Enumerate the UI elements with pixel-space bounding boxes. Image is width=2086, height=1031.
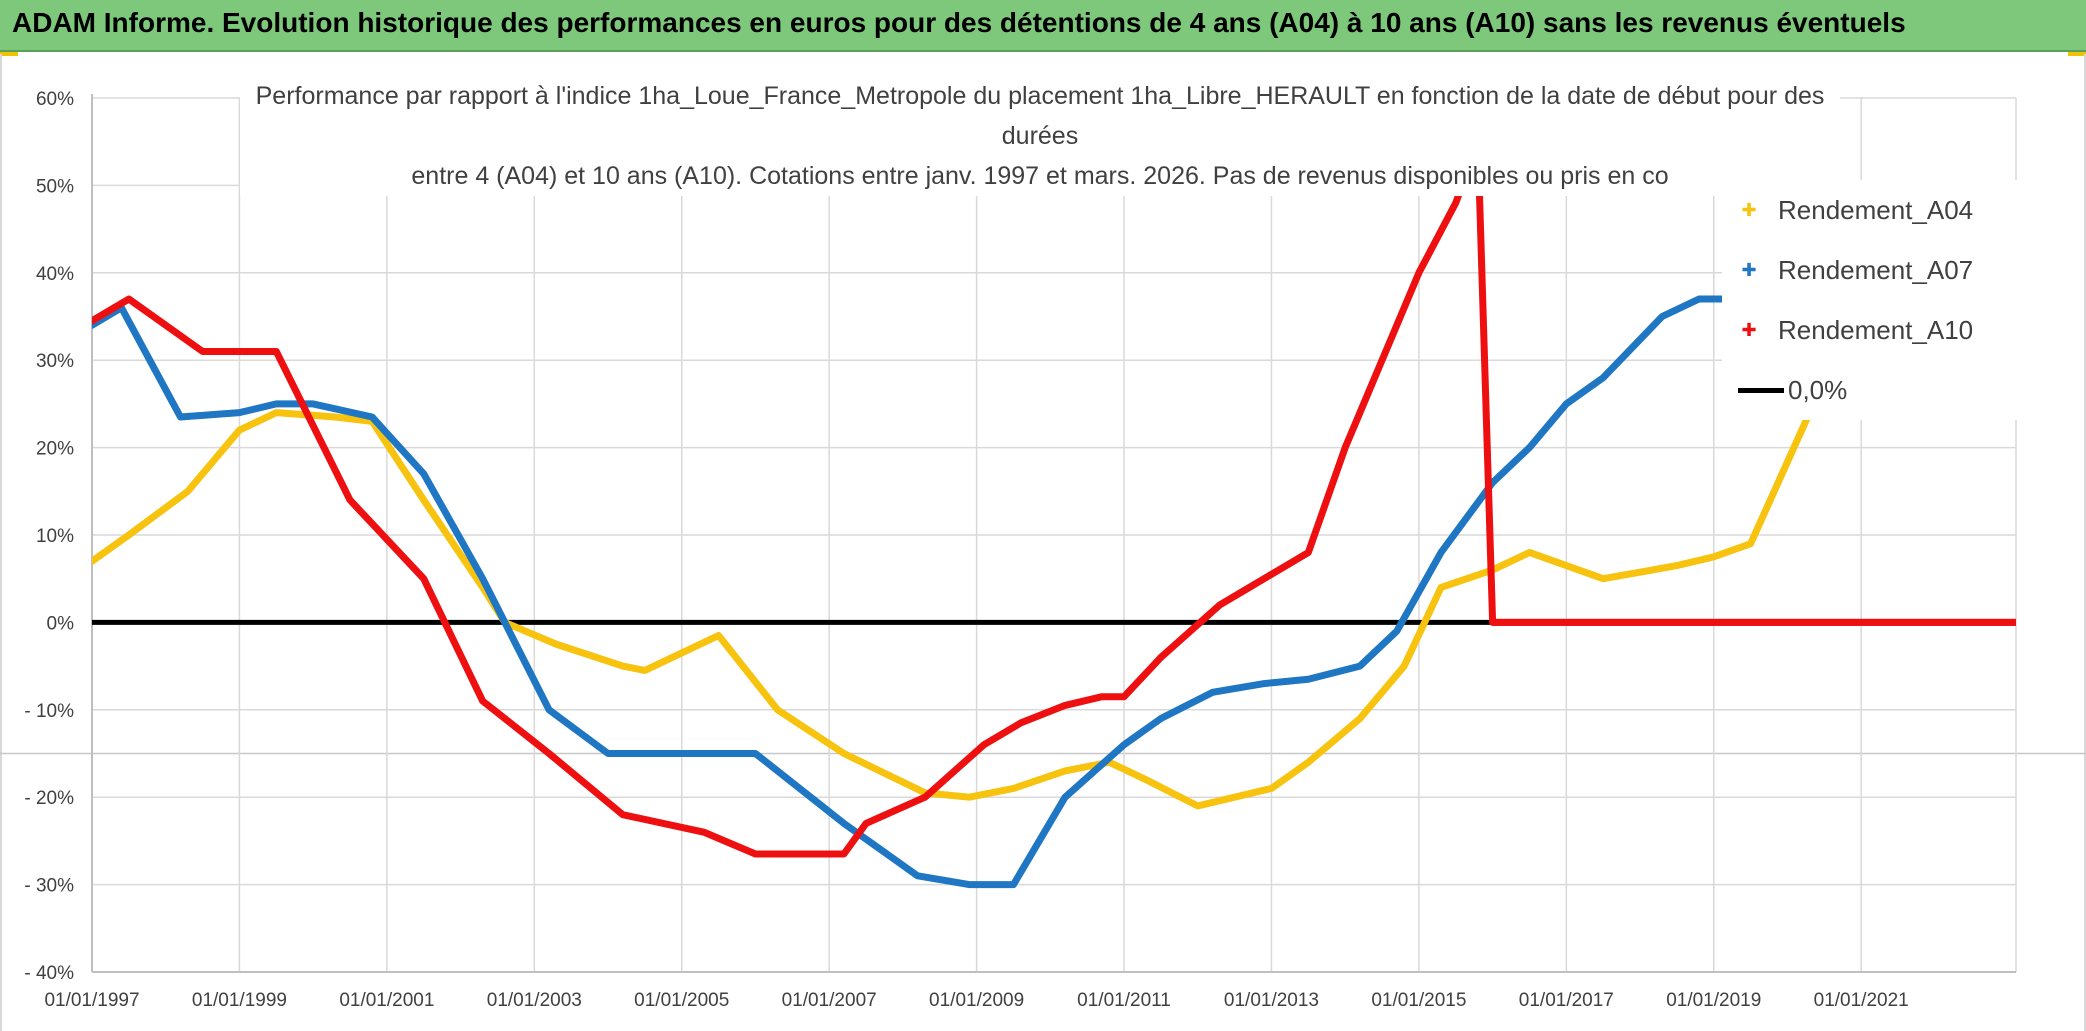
chart-legend: ✚ Rendement_A04 ✚ Rendement_A07 ✚ Rendem… [1722, 180, 2022, 420]
x-tick-label: 01/01/2019 [1666, 990, 1761, 1011]
chart-title-line-2: durées [1001, 122, 1079, 150]
x-tick-label: 01/01/2005 [634, 990, 729, 1011]
y-tick-label: 20% [36, 439, 74, 460]
series-line-a04 [92, 286, 2013, 810]
legend-marker-a04: ✚ [1741, 199, 1757, 220]
chart-title-line-3: entre 4 (A04) et 10 ans (A10). Cotations… [411, 162, 1669, 190]
y-tick-label: 30% [36, 351, 74, 372]
x-tick-label: 01/01/1997 [44, 990, 139, 1011]
legend-marker-a10: ✚ [1741, 319, 1757, 340]
x-tick-label: 01/01/2001 [339, 990, 434, 1011]
x-tick-label: 01/01/1999 [192, 990, 287, 1011]
x-tick-label: 01/01/2013 [1224, 990, 1319, 1011]
x-tick-label: 01/01/2007 [782, 990, 877, 1011]
banner-corner-right [2068, 52, 2086, 56]
y-tick-label: - 10% [24, 701, 74, 722]
y-tick-label: - 20% [24, 788, 74, 809]
y-tick-label: 10% [36, 526, 74, 547]
legend-label-a04: Rendement_A04 [1778, 194, 1974, 225]
legend-label-a10: Rendement_A10 [1778, 314, 1974, 345]
y-tick-label: - 40% [24, 963, 74, 984]
x-tick-label: 01/01/2017 [1519, 990, 1614, 1011]
x-tick-label: 01/01/2011 [1077, 990, 1171, 1011]
banner-title: ADAM Informe. Evolution historique des p… [12, 7, 1906, 38]
series-line-a10 [92, 138, 2016, 858]
legend-item-a07: ✚ Rendement_A07 [1734, 250, 1973, 290]
y-tick-label: 60% [36, 89, 74, 110]
chart-frame [0, 54, 2086, 1031]
x-tick-label: 01/01/2003 [487, 990, 582, 1011]
y-tick-label: 40% [36, 264, 74, 285]
x-tick-label: 01/01/2021 [1814, 990, 1909, 1011]
legend-item-zero: 0,0% [1738, 370, 1847, 410]
legend-label-zero: 0,0% [1788, 374, 1848, 405]
y-tick-label: - 30% [24, 876, 74, 897]
report-banner: ADAM Informe. Evolution historique des p… [0, 0, 2086, 52]
y-tick-label: 0% [47, 613, 75, 634]
chart-title: Performance par rapport à l'indice 1ha_L… [240, 76, 1840, 196]
y-tick-label: 50% [36, 176, 74, 197]
legend-label-a07: Rendement_A07 [1778, 254, 1974, 285]
x-tick-label: 01/01/2015 [1371, 990, 1466, 1011]
banner-corner-left [0, 52, 18, 56]
series-line-a07 [92, 269, 2013, 889]
legend-item-a04: ✚ Rendement_A04 [1734, 190, 1973, 230]
x-tick-label: 01/01/2009 [929, 990, 1024, 1011]
legend-line-zero [1738, 387, 1784, 393]
legend-marker-a07: ✚ [1741, 259, 1757, 280]
chart-title-line-1: Performance par rapport à l'indice 1ha_L… [255, 82, 1825, 110]
legend-item-a10: ✚ Rendement_A10 [1734, 310, 1973, 350]
